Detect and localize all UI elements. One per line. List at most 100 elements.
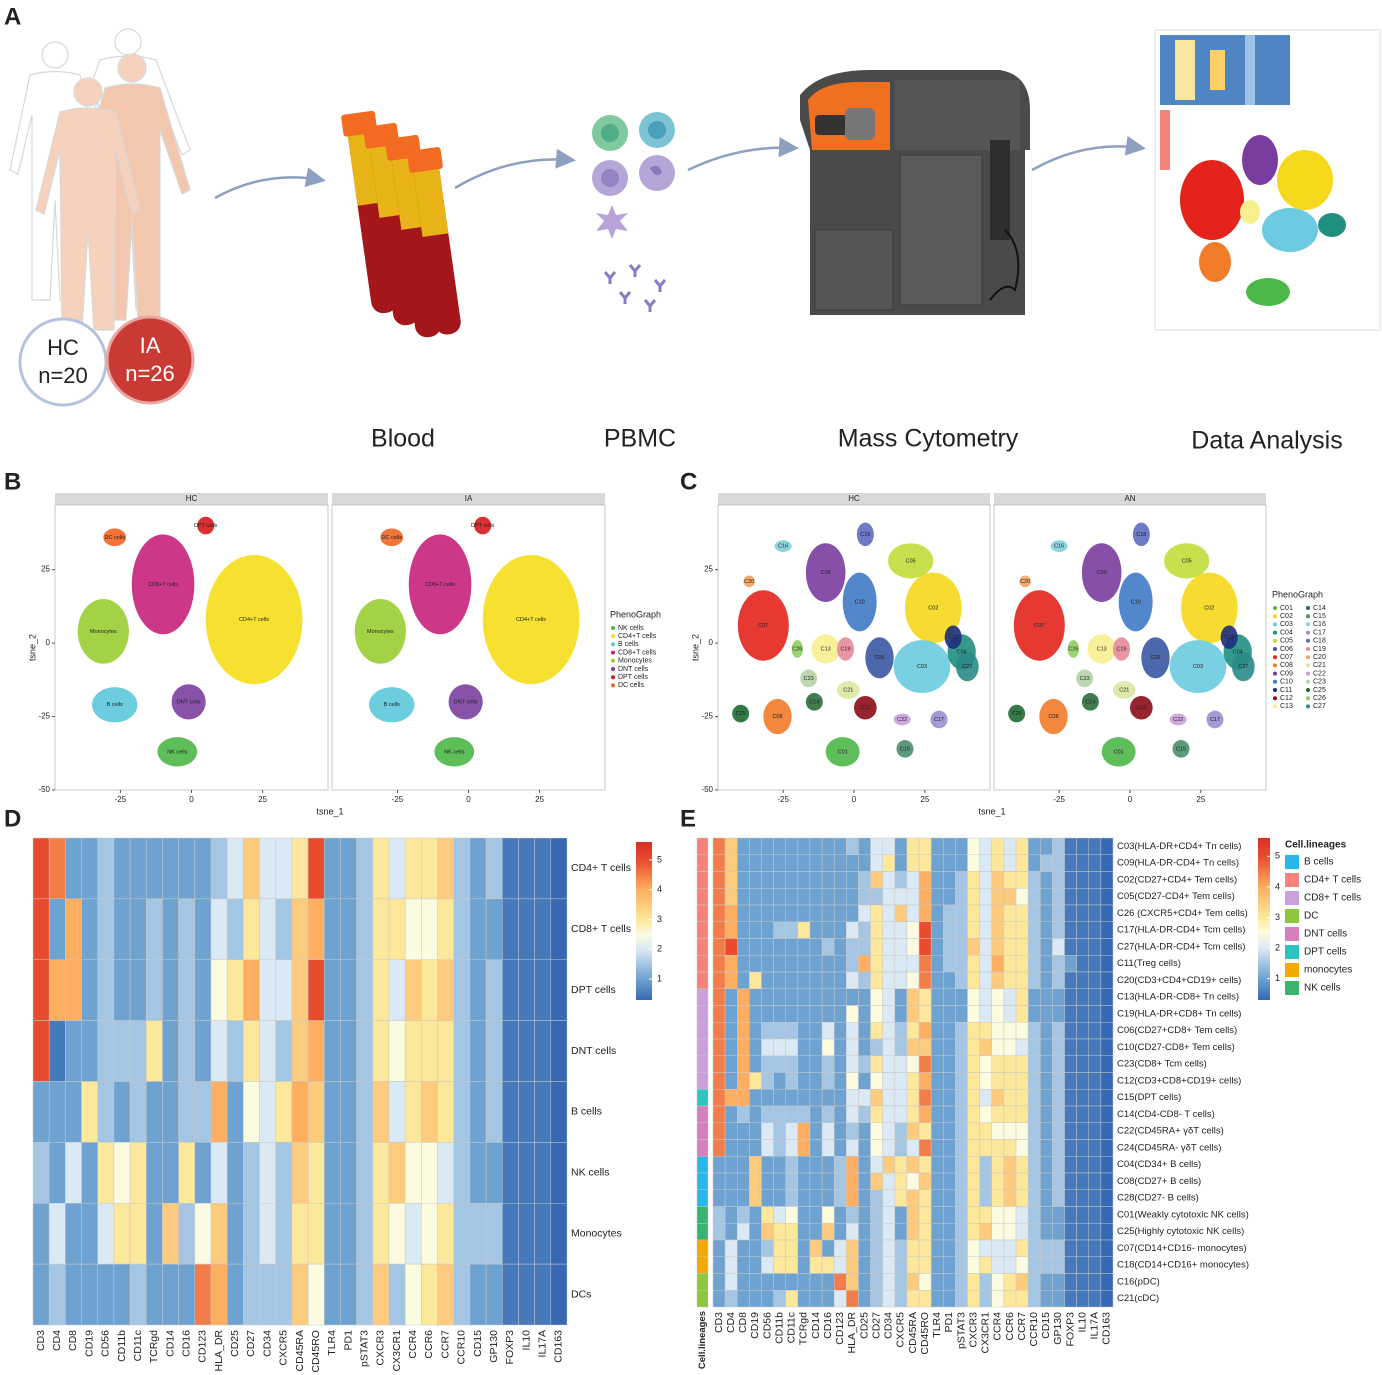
- heat-cell: [773, 921, 786, 939]
- heat-cell: [113, 898, 131, 960]
- heat-cell: [1027, 1122, 1041, 1140]
- heat-cell: [906, 871, 920, 889]
- heat-cell: [785, 1239, 799, 1257]
- heat-cell: [870, 1122, 883, 1140]
- heat-cell: [1052, 971, 1065, 989]
- heat-cell: [1100, 904, 1114, 922]
- heat-cell: [1040, 854, 1053, 872]
- heat-cell: [797, 1055, 811, 1073]
- heat-cell: [761, 837, 774, 855]
- heat-cell: [749, 971, 762, 989]
- heat-cell: [1015, 1105, 1029, 1123]
- heat-cell: [259, 1020, 276, 1082]
- heat-cell: [502, 1081, 519, 1143]
- row-label: C21(cDC): [1117, 1293, 1159, 1304]
- legend-swatch: [1306, 663, 1310, 668]
- heat-cell: [955, 1022, 968, 1040]
- heat-cell: [307, 898, 325, 960]
- heat-cell: [858, 1022, 871, 1040]
- heat-cell: [404, 1263, 422, 1326]
- heat-cell: [81, 837, 98, 900]
- column-label: CCR7: [1016, 1312, 1028, 1341]
- column-label: FOXP3: [1064, 1312, 1076, 1347]
- column-label: CCR7: [439, 1330, 451, 1359]
- heat-cell: [1052, 1089, 1065, 1107]
- column-label: CD56: [100, 1330, 112, 1357]
- heat-cell: [894, 837, 908, 855]
- heat-cell: [1003, 1172, 1017, 1190]
- legend-label: CD8+T cells: [618, 649, 657, 656]
- cluster: [171, 684, 206, 720]
- heat-cell: [724, 837, 738, 855]
- heat-cell: [761, 1038, 774, 1056]
- legend-swatch: [1273, 647, 1277, 651]
- heat-cell: [991, 1239, 1005, 1257]
- heat-cell: [761, 971, 774, 989]
- heat-cell: [785, 1055, 799, 1073]
- heat-cell: [162, 959, 179, 1021]
- group-circles: [18, 315, 195, 407]
- heat-cell: [324, 1020, 341, 1082]
- heat-cell: [259, 1142, 276, 1204]
- legend-swatch: [1306, 704, 1310, 709]
- cluster: [1206, 710, 1224, 729]
- heat-cell: [97, 1142, 115, 1204]
- heat-cell: [1100, 1072, 1114, 1090]
- heat-cell: [1027, 1239, 1041, 1257]
- lineage-annotation: [696, 921, 709, 939]
- heat-cell: [906, 1273, 920, 1291]
- heat-cell: [785, 921, 799, 939]
- heat-cell: [1052, 837, 1065, 855]
- heat-cell: [1064, 955, 1077, 973]
- heat-cell: [388, 1263, 406, 1326]
- heat-cell: [1076, 854, 1090, 872]
- heat-cell: [991, 904, 1005, 922]
- heat-cell: [882, 921, 896, 939]
- heat-cell: [1100, 1055, 1114, 1073]
- heat-cell: [882, 1022, 896, 1040]
- heat-cell: [991, 1072, 1005, 1090]
- legend-label: DC cells: [618, 682, 645, 689]
- cluster-label: C03: [917, 664, 927, 670]
- heat-cell: [749, 1005, 762, 1023]
- heat-cell: [1088, 1105, 1102, 1123]
- heat-cell: [846, 904, 859, 922]
- heat-cell: [1003, 938, 1017, 956]
- cluster: [791, 640, 803, 658]
- heat-cell: [749, 904, 762, 922]
- heat-cell: [724, 971, 738, 989]
- heat-cell: [821, 1223, 835, 1241]
- heat-cell: [918, 955, 932, 973]
- heat-cell: [906, 904, 920, 922]
- heat-cell: [388, 837, 406, 900]
- heat-cell: [1015, 1273, 1029, 1291]
- heat-cell: [943, 1072, 956, 1090]
- column-label: TCRgd: [798, 1312, 810, 1345]
- heat-cell: [882, 904, 896, 922]
- heat-cell: [162, 1263, 179, 1326]
- cluster: [842, 572, 877, 632]
- heat-cell: [882, 1072, 896, 1090]
- heat-cell: [773, 988, 786, 1006]
- heat-cell: [324, 837, 341, 900]
- blood-tubes: [341, 110, 461, 338]
- cluster: [1220, 625, 1238, 649]
- column-label: CD27: [870, 1312, 882, 1339]
- heat-cell: [894, 921, 908, 939]
- heat-cell: [833, 1189, 847, 1207]
- heat-cell: [518, 1020, 535, 1082]
- heat-cell: [894, 1156, 908, 1174]
- heat-cell: [846, 971, 859, 989]
- heat-cell: [113, 837, 131, 900]
- heat-cell: [882, 988, 896, 1006]
- heat-cell: [1100, 1223, 1114, 1241]
- row-label: C07(CD14+CD16- monocytes): [1117, 1243, 1247, 1254]
- legend-swatch: [1273, 671, 1277, 676]
- heat-cell: [955, 1189, 968, 1207]
- cluster-label: C08: [1048, 714, 1058, 720]
- heat-cell: [437, 837, 454, 900]
- heat-cell: [979, 1122, 993, 1140]
- legend-swatch: [1273, 630, 1277, 635]
- heat-cell: [821, 1189, 835, 1207]
- heat-cell: [930, 854, 944, 872]
